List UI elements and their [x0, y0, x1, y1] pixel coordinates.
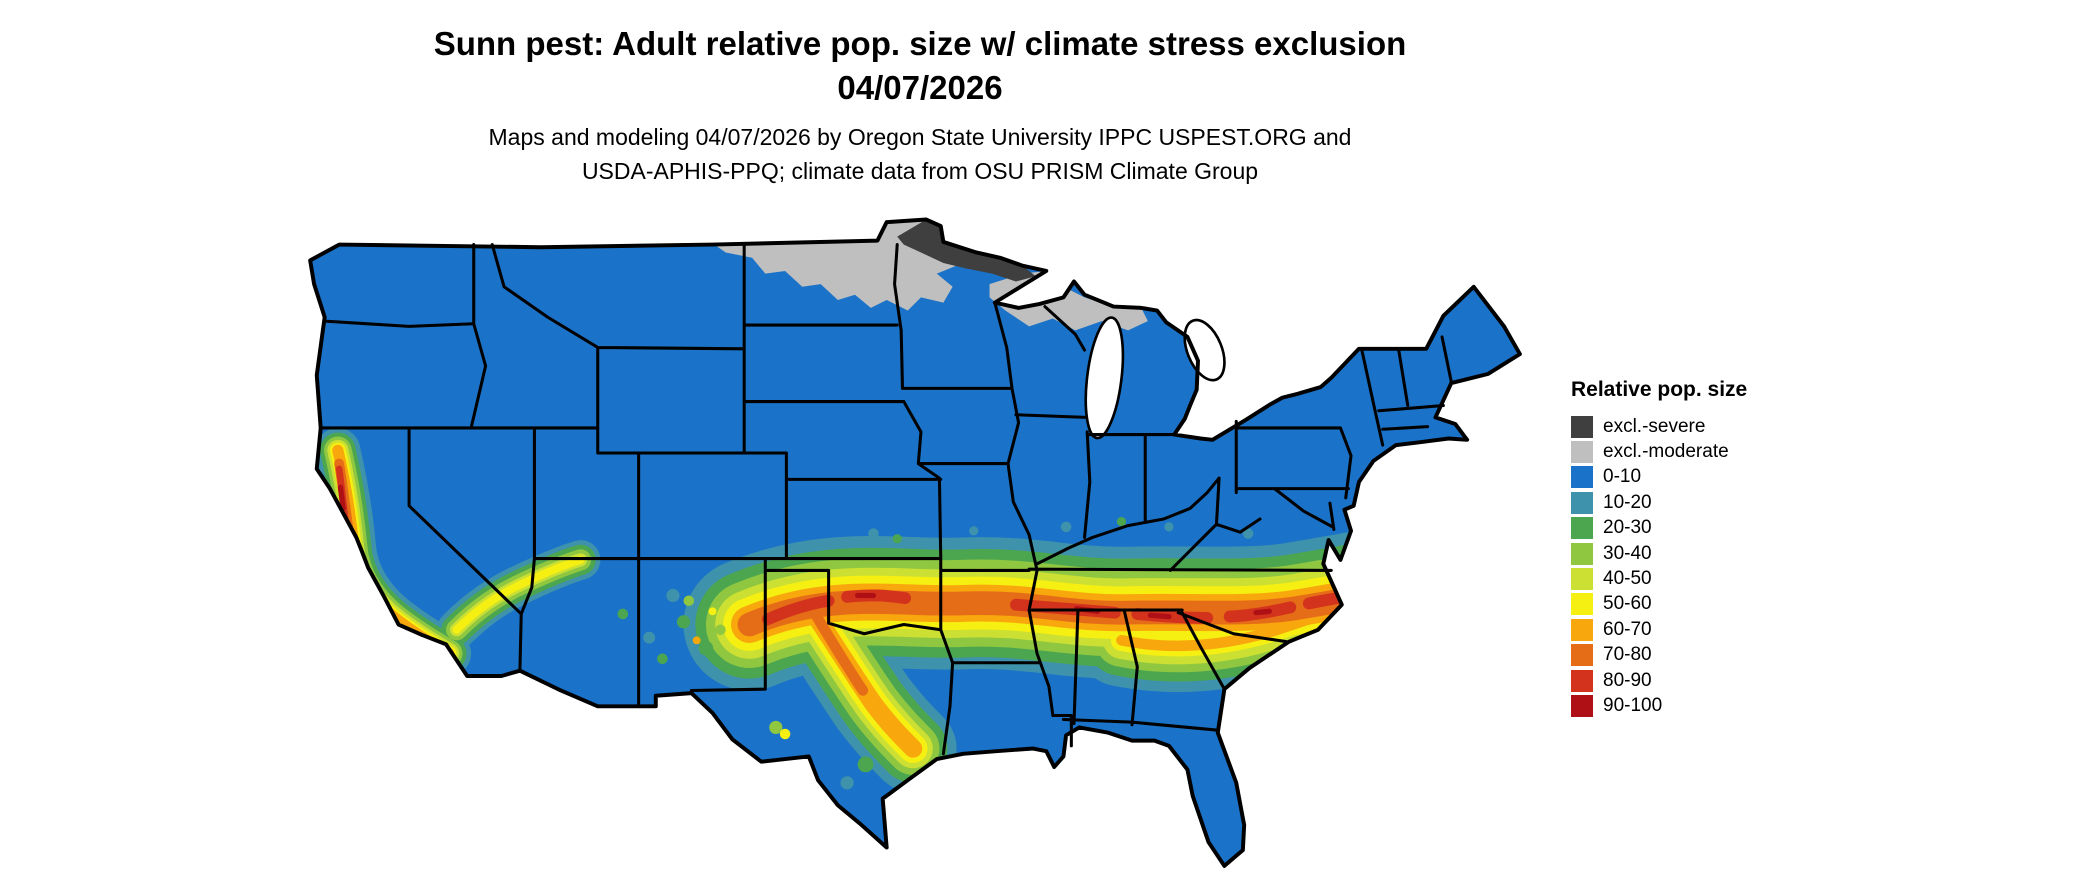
- legend-swatch: [1571, 466, 1593, 489]
- legend-item: 60-70: [1571, 617, 1747, 642]
- legend-label: 0-10: [1603, 466, 1642, 488]
- legend-label: 40-50: [1603, 568, 1652, 590]
- legend-item: 90-100: [1571, 693, 1747, 718]
- legend-label: 80-90: [1603, 669, 1652, 691]
- lake-huron: [1183, 318, 1226, 382]
- legend-item: excl.-moderate: [1571, 439, 1747, 464]
- legend-item: excl.-severe: [1571, 414, 1747, 439]
- legend-swatch: [1571, 669, 1593, 692]
- legend-swatch: [1571, 491, 1593, 514]
- legend-swatch: [1571, 593, 1593, 616]
- legend-label: 90-100: [1603, 694, 1663, 716]
- legend-item: 10-20: [1571, 490, 1747, 515]
- legend-label: 50-60: [1603, 593, 1652, 615]
- legend-swatch: [1571, 618, 1593, 641]
- legend-item: 70-80: [1571, 643, 1747, 668]
- map-title-line1: Sunn pest: Adult relative pop. size w/ c…: [433, 25, 1407, 62]
- lake-michigan: [1084, 316, 1125, 440]
- legend-label: excl.-severe: [1603, 415, 1706, 437]
- legend-item: 40-50: [1571, 566, 1747, 591]
- map-title-date: 04/07/2026: [837, 69, 1003, 106]
- legend-label: excl.-moderate: [1603, 441, 1729, 463]
- state-borders: [319, 243, 1453, 756]
- map-subtitle-line2: USDA-APHIS-PPQ; climate data from OSU PR…: [581, 158, 1259, 184]
- us-map-svg: [308, 217, 1522, 868]
- legend-title: Relative pop. size: [1571, 378, 1748, 401]
- legend-item: 30-40: [1571, 541, 1747, 566]
- legend-label: 30-40: [1603, 542, 1652, 564]
- texture-dots: [617, 516, 1254, 790]
- map-subtitle-line1: Maps and modeling 04/07/2026 by Oregon S…: [488, 124, 1352, 150]
- legend-label: 60-70: [1603, 618, 1652, 640]
- legend-item: 20-30: [1571, 516, 1747, 541]
- map-subtitle: Maps and modeling 04/07/2026 by Oregon S…: [0, 120, 1840, 188]
- legend-swatch: [1571, 415, 1593, 438]
- legend-item: 80-90: [1571, 668, 1747, 693]
- us-map: [277, 205, 1557, 891]
- legend-label: 70-80: [1603, 644, 1652, 666]
- legend-swatch: [1571, 568, 1593, 591]
- legend-swatch: [1571, 517, 1593, 540]
- legend-item: 0-10: [1571, 465, 1747, 490]
- legend-label: 10-20: [1603, 491, 1652, 513]
- legend-item: 50-60: [1571, 592, 1747, 617]
- us-coastline: [308, 217, 1522, 868]
- legend-label: 20-30: [1603, 517, 1652, 539]
- legend-swatch: [1571, 694, 1593, 717]
- legend-swatch: [1571, 644, 1593, 667]
- legend-swatch: [1571, 441, 1593, 464]
- map-title: Sunn pest: Adult relative pop. size w/ c…: [0, 22, 1840, 110]
- legend-swatch: [1571, 542, 1593, 565]
- legend: Relative pop. size excl.-severe excl.-mo…: [1571, 378, 1747, 719]
